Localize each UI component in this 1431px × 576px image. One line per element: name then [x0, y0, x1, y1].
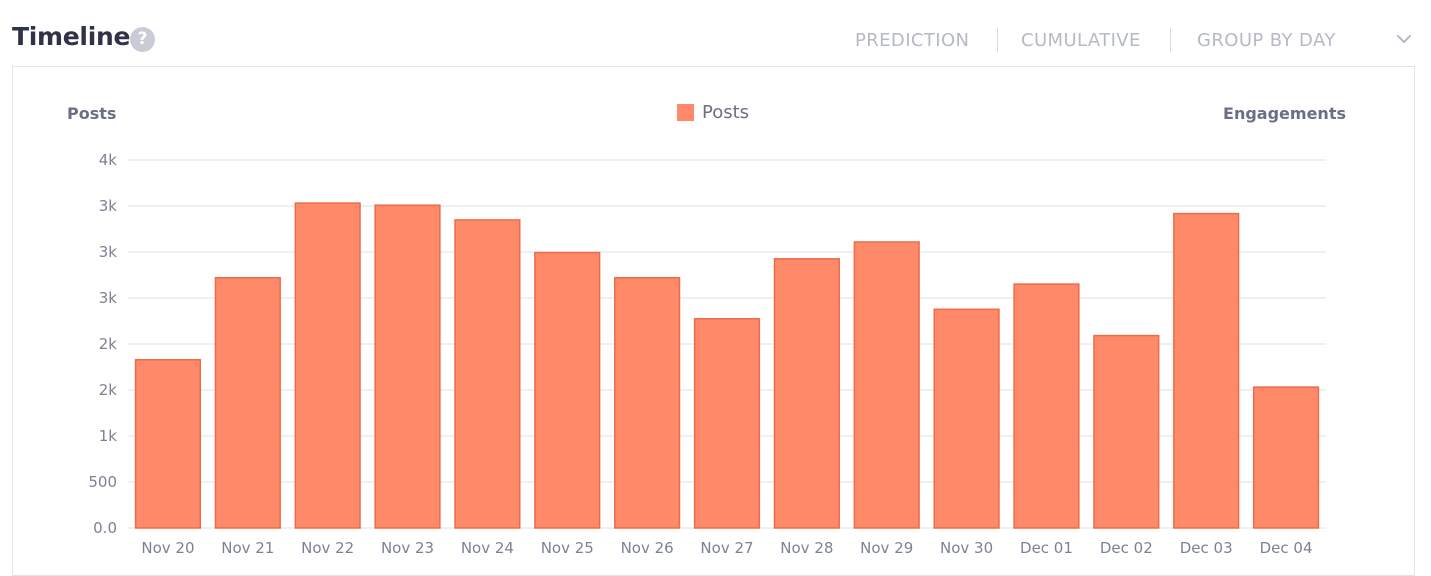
x-tick-label: Nov 30	[940, 539, 993, 557]
divider	[1170, 28, 1171, 52]
right-axis-title: Engagements	[1223, 104, 1346, 123]
legend-label: Posts	[702, 102, 749, 123]
x-tick-label: Nov 28	[780, 539, 833, 557]
x-tick-label: Nov 24	[461, 539, 514, 557]
y-tick-label: 3k	[99, 243, 118, 261]
bar-nov-21[interactable]	[214, 277, 281, 529]
y-tick-labels: 0.0 500 1k 2k 2k 3k 3k 3k 4k	[88, 151, 117, 537]
x-tick-label: Nov 20	[141, 539, 194, 557]
bar-nov-27[interactable]	[693, 318, 761, 529]
y-tick-label: 2k	[99, 381, 118, 399]
prediction-button[interactable]: PREDICTION	[855, 30, 970, 51]
bar-nov-25[interactable]	[534, 251, 601, 529]
y-tick-label: 2k	[99, 335, 118, 353]
bars	[134, 202, 1320, 529]
x-tick-label: Nov 21	[221, 539, 274, 557]
cumulative-button[interactable]: CUMULATIVE	[1021, 30, 1141, 51]
y-tick-label: 500	[88, 473, 117, 491]
bar-nov-29[interactable]	[853, 241, 920, 529]
bar-dec-02[interactable]	[1093, 334, 1160, 529]
bar-dec-01[interactable]	[1013, 283, 1080, 529]
x-tick-labels: Nov 20 Nov 21 Nov 22 Nov 23 Nov 24 Nov 25 Nov …	[141, 539, 1312, 557]
group-by-day-dropdown[interactable]: GROUP BY DAY	[1197, 30, 1336, 51]
bar-nov-28[interactable]	[773, 258, 840, 529]
x-tick-label: Nov 23	[381, 539, 434, 557]
bar-nov-23[interactable]	[374, 204, 441, 529]
y-tick-label: 0.0	[93, 519, 117, 537]
legend-swatch	[677, 104, 694, 121]
bar-nov-24[interactable]	[454, 219, 521, 529]
divider	[997, 28, 998, 52]
x-tick-label: Dec 04	[1260, 539, 1313, 557]
x-tick-label: Nov 26	[621, 539, 674, 557]
x-tick-label: Nov 29	[860, 539, 913, 557]
x-tick-label: Nov 27	[700, 539, 753, 557]
chevron-down-icon[interactable]	[1395, 30, 1413, 48]
bar-dec-03[interactable]	[1173, 212, 1240, 529]
left-axis-title: Posts	[67, 104, 116, 123]
header: Timeline ? PREDICTION CUMULATIVE GROUP B…	[0, 0, 1431, 66]
y-tick-label: 4k	[99, 151, 118, 169]
bar-nov-20[interactable]	[134, 359, 202, 529]
bar-nov-30[interactable]	[933, 308, 1000, 529]
x-tick-label: Dec 03	[1180, 539, 1233, 557]
question-circle-icon[interactable]: ?	[130, 27, 155, 52]
page-title: Timeline	[12, 22, 131, 51]
legend[interactable]: Posts	[677, 102, 749, 123]
y-tick-label: 1k	[99, 427, 118, 445]
y-tick-label: 3k	[99, 289, 118, 307]
x-tick-label: Nov 22	[301, 539, 354, 557]
x-tick-label: Dec 01	[1020, 539, 1073, 557]
bar-nov-22[interactable]	[294, 202, 361, 529]
x-tick-label: Nov 25	[541, 539, 594, 557]
y-tick-label: 3k	[99, 197, 118, 215]
x-tick-label: Dec 02	[1100, 539, 1153, 557]
bar-nov-26[interactable]	[614, 277, 681, 529]
bar-dec-04[interactable]	[1252, 386, 1320, 529]
